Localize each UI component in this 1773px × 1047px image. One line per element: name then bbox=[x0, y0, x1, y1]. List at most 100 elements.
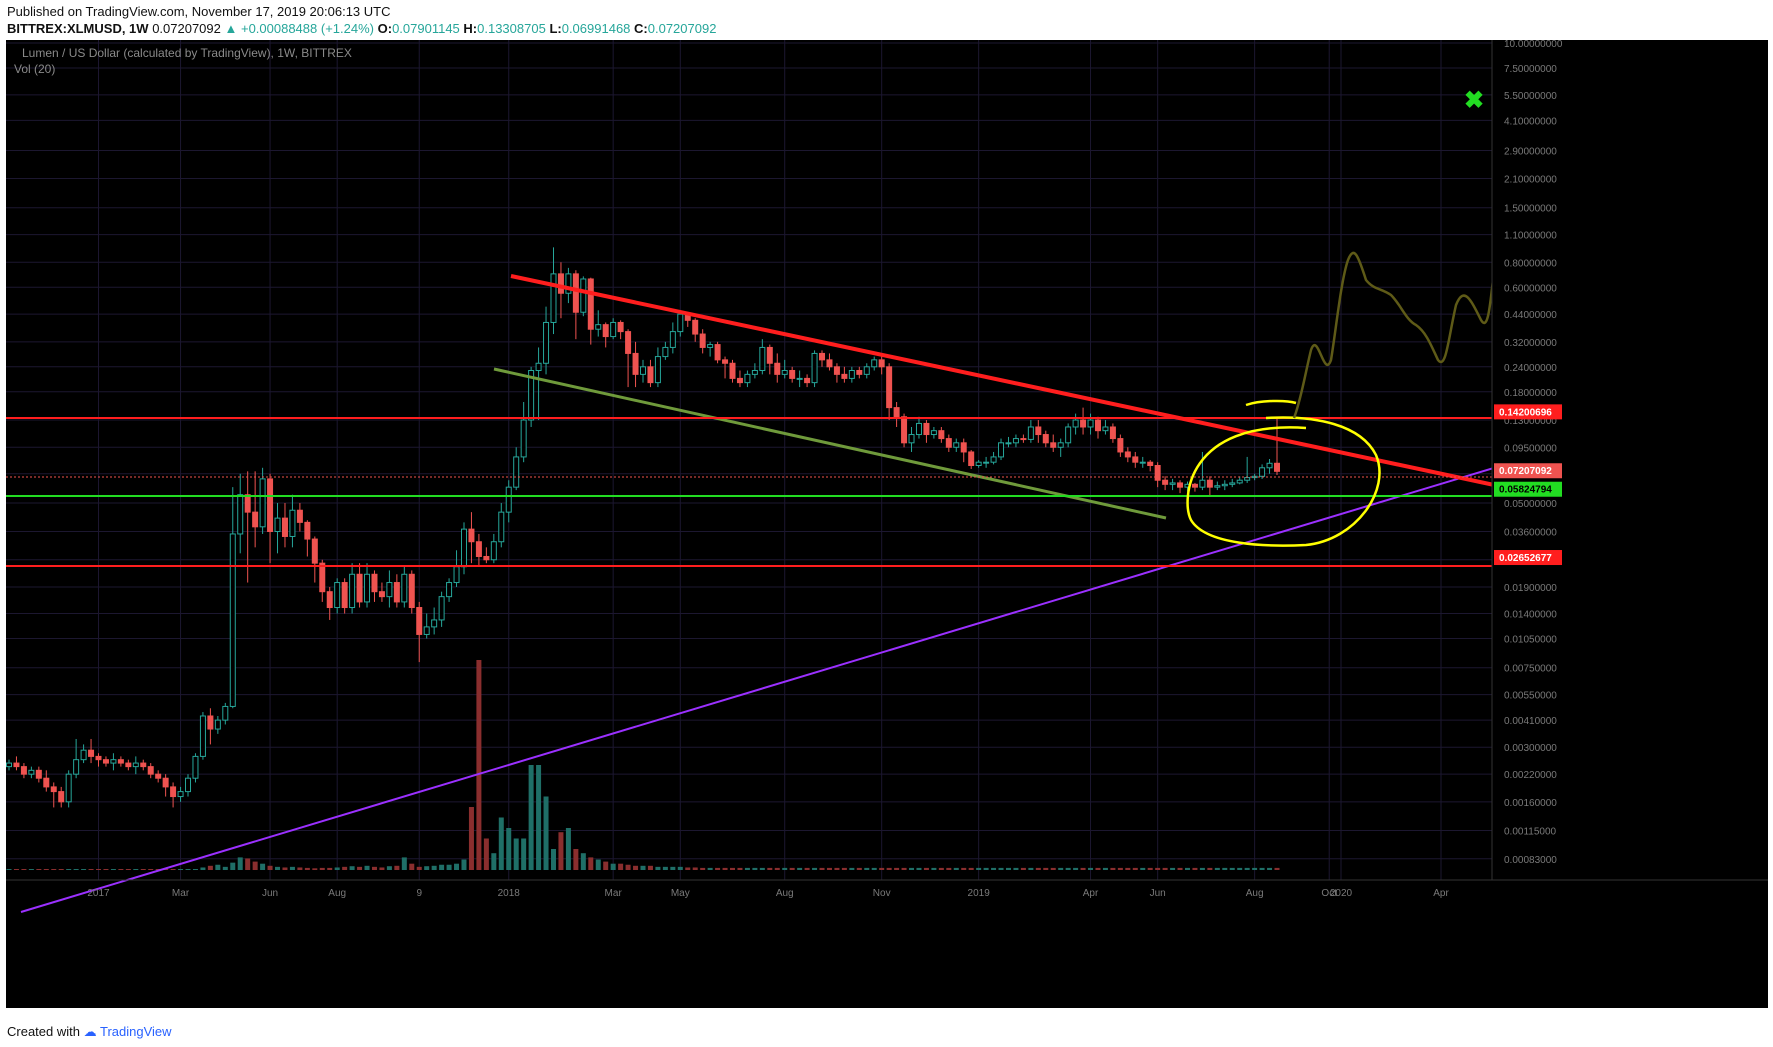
time-axis[interactable]: 2017 Mar Jun Aug 9 2018 Mar May Aug Nov 2019 Apr Jun… bbox=[6, 879, 1768, 899]
candle-body bbox=[580, 278, 587, 313]
candle-body bbox=[185, 777, 192, 793]
volume-bar bbox=[1073, 867, 1079, 870]
ohlc-line: BITTREX:XLMUSD, 1W 0.07207092 ▲ +0.00088… bbox=[7, 21, 716, 36]
volume-bar bbox=[946, 867, 952, 870]
candle-body bbox=[401, 573, 408, 603]
volume-bar bbox=[416, 866, 422, 870]
volume-bar bbox=[185, 869, 191, 870]
volume-bar bbox=[28, 869, 34, 870]
candle-body bbox=[289, 509, 296, 537]
candle-body bbox=[587, 278, 594, 330]
candle-body bbox=[557, 273, 564, 294]
price-label-bg bbox=[1494, 463, 1562, 479]
volume-bar bbox=[573, 849, 579, 870]
y-tick-label: 0.09500000 bbox=[1504, 443, 1557, 454]
price-label: 0.07207092 bbox=[1499, 466, 1552, 477]
x-tick-label: Jun bbox=[1150, 888, 1166, 899]
chart-frame[interactable]: 10.00000000 7.50000000 5.50000000 4.1000000… bbox=[6, 39, 1768, 1008]
volume-bar bbox=[222, 866, 228, 870]
volume-bar bbox=[1237, 867, 1243, 870]
candle-body bbox=[416, 607, 423, 635]
volume-bar bbox=[864, 867, 870, 870]
candle-body bbox=[1162, 479, 1169, 485]
candle-body bbox=[431, 619, 438, 628]
volume-bar bbox=[1028, 867, 1034, 870]
volume-bar bbox=[200, 867, 206, 870]
x-tick-label: Aug bbox=[776, 888, 794, 899]
volume-bar bbox=[36, 869, 42, 870]
volume-bar bbox=[357, 866, 363, 870]
candle-body bbox=[177, 791, 184, 798]
volume-bar bbox=[759, 867, 765, 870]
drawings bbox=[6, 251, 1687, 913]
volume-bar bbox=[282, 867, 288, 870]
volume-bar bbox=[580, 853, 586, 870]
candle-body bbox=[446, 582, 453, 598]
candles bbox=[6, 247, 1280, 808]
volume-bar bbox=[655, 866, 661, 870]
x-tick-label: Oct bbox=[1321, 888, 1337, 899]
price-axis[interactable]: 10.00000000 7.50000000 5.50000000 4.1000000… bbox=[1491, 39, 1768, 880]
candle-body bbox=[43, 777, 50, 788]
candle-body bbox=[1206, 479, 1213, 488]
volume-bar bbox=[401, 857, 407, 870]
volume-bar bbox=[670, 866, 676, 870]
volume-bar bbox=[737, 867, 743, 870]
volume-bar bbox=[625, 864, 631, 870]
volume-bar bbox=[700, 867, 706, 870]
volume-bar bbox=[327, 867, 333, 870]
low-value: 0.06991468 bbox=[561, 21, 631, 36]
green-channel-line bbox=[493, 367, 1167, 520]
volume-bar bbox=[722, 867, 728, 870]
candle-body bbox=[132, 762, 139, 768]
candle-body bbox=[722, 359, 729, 364]
volume-bar bbox=[88, 869, 94, 870]
candle-body bbox=[714, 344, 721, 361]
price-label-bg bbox=[1494, 481, 1562, 497]
candle-body bbox=[475, 541, 482, 557]
volume-bar bbox=[1155, 867, 1161, 870]
candle-body bbox=[199, 715, 206, 757]
y-tick-label: 0.13000000 bbox=[1504, 416, 1557, 427]
price-chart[interactable]: 10.00000000 7.50000000 5.50000000 4.1000000… bbox=[6, 39, 1768, 1008]
volume-bar bbox=[1065, 867, 1071, 870]
annotation-circle bbox=[1186, 399, 1381, 547]
volume-bar bbox=[640, 865, 646, 870]
volume-bar bbox=[163, 869, 169, 870]
red-resistance-line bbox=[510, 274, 1547, 498]
published-line: Published on TradingView.com, November 1… bbox=[7, 4, 391, 19]
price-label: 0.14200696 bbox=[1499, 407, 1552, 418]
volume-bar bbox=[1095, 867, 1101, 870]
candle-body bbox=[610, 321, 617, 338]
volume-bar bbox=[894, 867, 900, 870]
volume-bar bbox=[334, 867, 340, 870]
volume-bar bbox=[118, 869, 124, 870]
volume-bar bbox=[812, 867, 818, 870]
candle-body bbox=[804, 377, 811, 384]
candle-body bbox=[1274, 462, 1280, 472]
volume-bar bbox=[1080, 867, 1086, 870]
y-tick-label: 0.00300000 bbox=[1504, 743, 1557, 754]
price-label-bg bbox=[1494, 550, 1562, 566]
volume-bar bbox=[1192, 867, 1198, 870]
volume-bar bbox=[588, 857, 594, 870]
candle-body bbox=[1020, 438, 1027, 441]
tradingview-brand[interactable]: TradingView bbox=[100, 1024, 172, 1039]
volume-bar bbox=[767, 867, 773, 870]
candle-body bbox=[640, 366, 646, 375]
volume-bar bbox=[237, 857, 243, 870]
grid bbox=[6, 40, 1492, 880]
volume-bar bbox=[297, 867, 303, 870]
volume-bar bbox=[454, 863, 460, 870]
candle-body bbox=[848, 370, 855, 379]
tradingview-logo-icon: ☁ bbox=[83, 1024, 97, 1039]
candle-body bbox=[237, 494, 244, 535]
x-tick-label: 2020 bbox=[1330, 888, 1353, 899]
volume-bar bbox=[901, 867, 907, 870]
candle-body bbox=[1109, 426, 1116, 440]
candle-body bbox=[826, 359, 833, 368]
volume-bar bbox=[148, 869, 154, 870]
volume-bar bbox=[133, 869, 139, 870]
candle-body bbox=[408, 573, 415, 609]
candle-body bbox=[1244, 477, 1251, 481]
